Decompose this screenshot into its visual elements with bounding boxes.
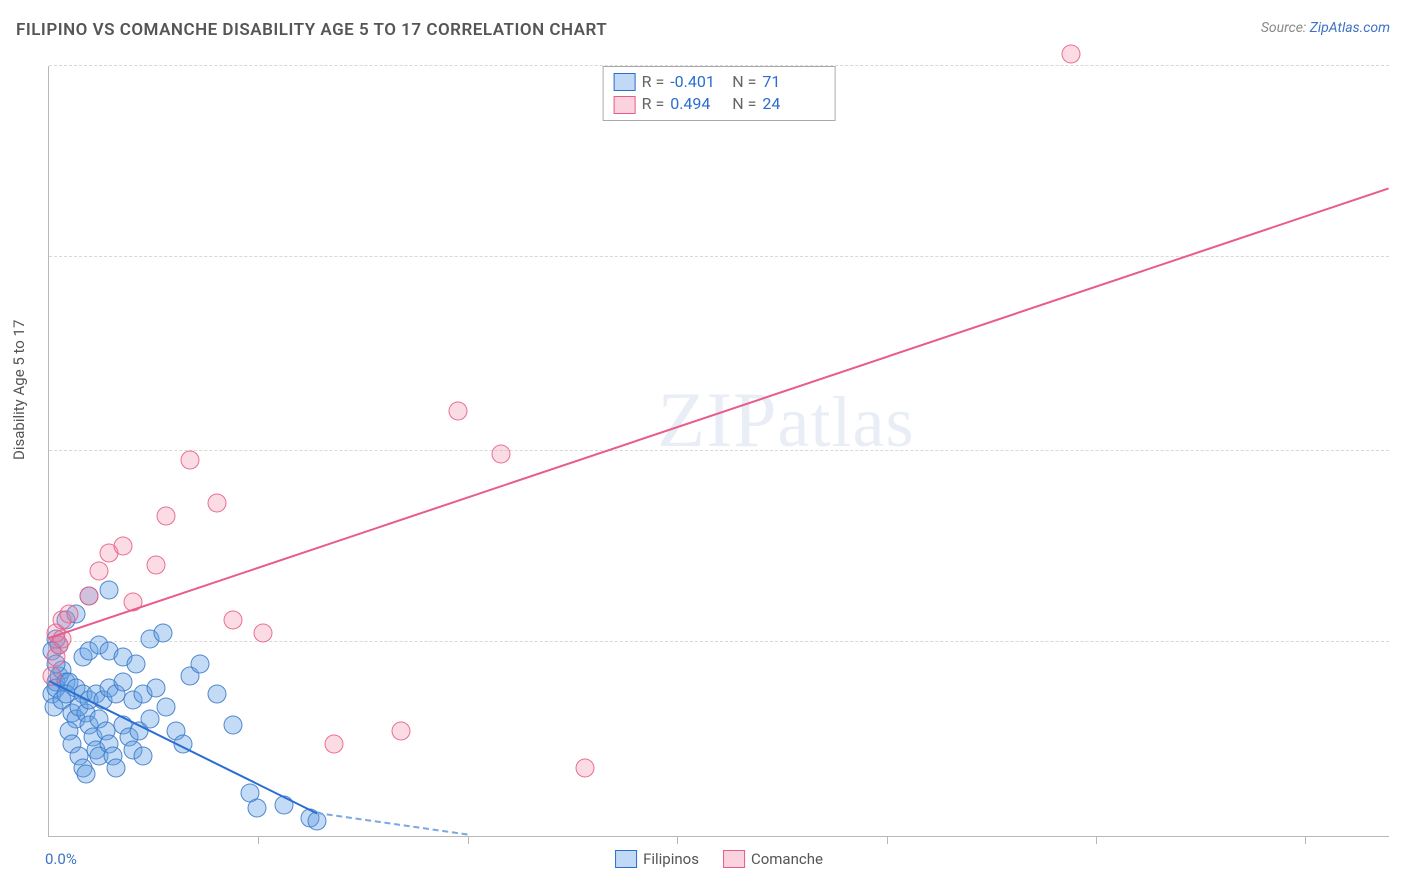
legend-row-filipinos: R = -0.401 N = 71 [614,71,819,93]
scatter-point-filipinos [247,799,266,818]
r-value-comanche: 0.494 [670,93,726,115]
correlation-legend: R = -0.401 N = 71 R = 0.494 N = 24 [603,66,836,121]
gridline-h [49,450,1389,451]
scatter-point-filipinos [76,765,95,784]
scatter-point-filipinos [147,679,166,698]
source-label: Source: [1261,20,1310,36]
n-label: N = [732,71,756,93]
x-tick [1305,836,1306,844]
chart-title: FILIPINO VS COMANCHE DISABILITY AGE 5 TO… [16,20,607,40]
swatch-blue-icon [614,73,636,91]
scatter-point-filipinos [127,654,146,673]
legend-row-comanche: R = 0.494 N = 24 [614,93,819,115]
scatter-point-comanche [207,494,226,513]
legend-label-comanche: Comanche [751,850,823,868]
r-value-filipinos: -0.401 [670,71,726,93]
scatter-point-comanche [254,623,273,642]
scatter-point-filipinos [153,623,172,642]
scatter-point-filipinos [133,746,152,765]
scatter-point-comanche [80,586,99,605]
x-tick [1096,836,1097,844]
x-tick [468,836,469,844]
scatter-point-comanche [576,759,595,778]
series-legend: Filipinos Comanche [615,850,823,868]
source-link[interactable]: ZipAtlas.com [1310,20,1390,36]
swatch-pink-icon [723,850,745,868]
scatter-point-filipinos [107,759,126,778]
n-value-comanche: 24 [762,93,818,115]
scatter-point-filipinos [224,716,243,735]
y-axis-label: Disability Age 5 to 17 [10,320,28,460]
scatter-chart: ZIPatlas R = -0.401 N = 71 R = 0.494 N =… [48,66,1389,837]
scatter-point-filipinos [190,654,209,673]
scatter-point-comanche [391,722,410,741]
legend-item-filipinos: Filipinos [615,850,699,868]
n-label: N = [732,93,756,115]
r-label: R = [642,71,665,93]
gridline-h [49,641,1389,642]
x-tick [258,836,259,844]
source-attribution: Source: ZipAtlas.com [1261,20,1390,36]
scatter-point-filipinos [207,685,226,704]
scatter-point-comanche [324,734,343,753]
swatch-blue-icon [615,850,637,868]
trendline-filipinos-ext [317,812,468,836]
x-axis-min-label: 0.0% [45,850,77,868]
x-tick [887,836,888,844]
scatter-point-comanche [157,506,176,525]
n-value-filipinos: 71 [762,71,818,93]
r-label: R = [642,93,665,115]
scatter-point-comanche [60,605,79,624]
scatter-point-comanche [113,537,132,556]
gridline-h [49,65,1389,66]
x-tick [677,836,678,844]
legend-label-filipinos: Filipinos [643,850,699,868]
scatter-point-comanche [492,445,511,464]
legend-item-comanche: Comanche [723,850,823,868]
scatter-point-comanche [1061,44,1080,63]
scatter-point-comanche [448,401,467,420]
scatter-point-comanche [224,611,243,630]
scatter-point-filipinos [157,697,176,716]
swatch-pink-icon [614,96,636,114]
scatter-point-filipinos [100,580,119,599]
scatter-point-comanche [180,451,199,470]
scatter-point-filipinos [113,673,132,692]
scatter-point-comanche [90,562,109,581]
scatter-point-comanche [147,555,166,574]
